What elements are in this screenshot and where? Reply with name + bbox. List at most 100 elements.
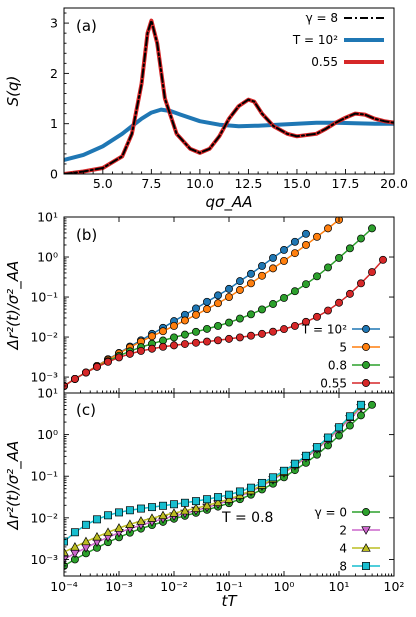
data-point-b-0 [269, 253, 277, 262]
data-point-b-0 [214, 291, 222, 300]
data-point-b-3 [137, 346, 145, 355]
data-point-b-1 [159, 327, 167, 336]
data-point-b-3 [313, 312, 321, 321]
x-tick-label-c: 10¹ [329, 579, 350, 594]
x-tick-label-a: 7.5 [141, 176, 161, 191]
data-point-c-3 [290, 459, 299, 468]
data-point-c-3 [82, 520, 90, 529]
x-tick-label-c: 10⁻² [160, 579, 188, 594]
legend-a-T100-label: T = 10² [292, 33, 338, 47]
data-point-c-3 [104, 511, 112, 520]
x-tick-label-c: 10⁻³ [105, 579, 133, 594]
panel-c-x-axis-label: tT [221, 592, 238, 610]
data-point-b-3 [180, 340, 189, 348]
data-point-b-1 [235, 286, 244, 294]
data-point-c-3 [247, 483, 255, 492]
data-point-b-2 [302, 280, 310, 289]
y-tick-label-c: 10⁰ [37, 427, 58, 442]
data-point-c-3 [225, 490, 233, 499]
panel-c-y-axis-label: Δr²(t)/σ²_AA [4, 441, 23, 531]
data-point-b-1 [269, 264, 277, 273]
legend-b-marker-3 [362, 379, 370, 387]
panel-b-plot-area [64, 217, 387, 390]
data-point-b-3 [93, 362, 101, 371]
x-tick-label-c: 10⁰ [274, 579, 295, 594]
data-point-b-1 [324, 224, 332, 233]
data-point-b-1 [247, 279, 255, 288]
y-tick-label-b: 10⁻² [30, 330, 58, 345]
data-point-b-2 [170, 333, 178, 342]
panel-a-x-ticks: 5.0 7.5 10.0 12.5 15.0 17.5 20.0 [73, 169, 408, 191]
data-point-b-0 [203, 297, 211, 306]
data-point-c-3 [335, 423, 343, 432]
y-tick-label-a: 0 [50, 167, 58, 182]
panel-b-legend: T = 10² 5 0.8 0.55 [301, 323, 380, 391]
y-tick-label-b: 10¹ [37, 210, 58, 225]
data-point-b-2 [280, 293, 288, 302]
panel-c-label: (c) [76, 401, 96, 419]
panel-a-frame [63, 7, 395, 175]
data-point-b-2 [235, 314, 244, 323]
data-point-c-3 [258, 478, 266, 487]
legend-b-label-0: T = 10² [301, 323, 347, 337]
data-point-c-2 [224, 494, 234, 503]
data-point-b-3 [290, 321, 299, 330]
data-point-b-2 [247, 310, 255, 319]
data-point-b-3 [125, 349, 134, 358]
data-point-b-1 [302, 241, 310, 249]
data-point-c-2 [136, 516, 146, 525]
data-point-b-1 [258, 271, 266, 280]
data-point-c-3 [203, 495, 211, 504]
series-line-c-1 [64, 407, 362, 561]
data-point-b-1 [290, 249, 299, 258]
data-point-c-3 [235, 487, 244, 496]
y-tick-label-b: 10⁻³ [30, 370, 58, 385]
panel-c-legend: γ = 0 2 4 8 [315, 506, 380, 574]
data-point-b-3 [70, 374, 79, 383]
data-point-b-2 [269, 300, 277, 308]
data-point-c-2 [64, 547, 69, 556]
data-point-c-3 [93, 515, 101, 524]
x-tick-label-c: 10² [384, 579, 405, 594]
x-tick-label-a: 10.0 [186, 176, 214, 191]
data-point-b-1 [313, 232, 321, 241]
panel-c-plot-area [64, 400, 376, 570]
data-point-b-3 [269, 327, 277, 336]
panel-a-y-axis-label: S(q) [4, 76, 22, 107]
panel-b: 10⁻³ 10⁻² 10⁻¹ 10⁰ 10¹ (b) Δr²(t)/σ²_AA T = … [4, 210, 395, 394]
data-point-b-3 [280, 325, 288, 334]
data-point-c-3 [125, 506, 134, 515]
x-tick-label-a: 15.0 [283, 176, 311, 191]
legend-c-marker-3 [362, 562, 370, 570]
data-point-b-1 [214, 299, 222, 308]
series-a-1 [64, 107, 394, 162]
data-point-c-2 [147, 513, 157, 522]
data-point-c-2 [70, 542, 80, 551]
data-point-b-3 [192, 338, 200, 347]
legend-a-gamma8-label: γ = 8 [306, 11, 338, 25]
data-point-b-0 [225, 284, 233, 293]
data-point-b-0 [280, 246, 288, 254]
data-point-c-2 [180, 505, 190, 515]
legend-c-label-1: 2 [339, 524, 347, 538]
data-point-b-3 [368, 268, 376, 277]
data-point-b-1 [148, 332, 156, 341]
data-point-b-3 [148, 344, 156, 353]
data-point-b-3 [379, 255, 387, 264]
data-point-b-1 [192, 310, 200, 319]
data-point-b-3 [345, 289, 354, 298]
data-point-c-0 [368, 400, 376, 409]
panel-b-y-axis-label: Δr²(t)/σ²_AA [4, 261, 23, 351]
data-point-b-2 [203, 324, 211, 333]
data-point-b-2 [324, 263, 332, 272]
panel-c: 10⁻⁴ 10⁻³ 10⁻² 10⁻¹ 10⁰ 10¹ 10² 10⁻³10⁻²10⁻¹10… [4, 386, 404, 611]
data-point-c-3 [148, 503, 156, 512]
data-point-c-2 [213, 497, 223, 507]
data-point-b-3 [159, 342, 167, 351]
x-tick-label-c: 10⁻¹ [215, 579, 243, 594]
data-point-c-2 [103, 527, 113, 536]
data-point-c-3 [324, 433, 332, 442]
y-tick-label-b: 10⁻¹ [30, 290, 58, 305]
data-point-b-0 [258, 261, 266, 270]
legend-b-marker-2 [362, 361, 370, 369]
